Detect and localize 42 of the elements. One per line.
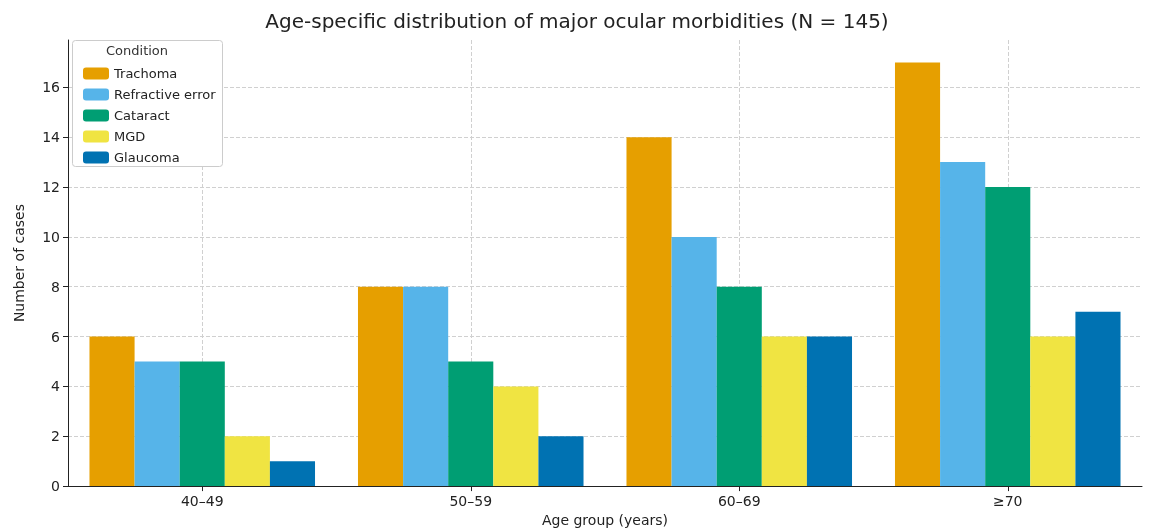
y-tick-label: 12 — [42, 179, 60, 196]
y-tick-label: 4 — [51, 378, 61, 395]
y-tick-label: 16 — [42, 79, 61, 96]
y-tick-label: 14 — [42, 129, 61, 146]
bar — [761, 336, 807, 487]
x-tick-label: 60–69 — [717, 493, 761, 510]
x-tick-label: 50–59 — [449, 493, 493, 510]
bar — [806, 336, 853, 487]
bar — [940, 162, 986, 487]
y-tick-label: 0 — [51, 478, 60, 495]
bar — [894, 62, 941, 487]
bar — [224, 436, 270, 487]
bar — [493, 386, 539, 487]
legend-label: Trachoma — [113, 66, 178, 81]
bar — [626, 137, 672, 487]
y-tick-label: 6 — [51, 328, 61, 345]
bar — [716, 286, 762, 487]
bar — [179, 361, 225, 487]
bar — [985, 187, 1031, 487]
bar — [89, 336, 135, 487]
y-tick-label: 8 — [51, 278, 60, 295]
bar — [403, 286, 449, 487]
legend-label: Glaucoma — [114, 150, 180, 165]
legend-label: Cataract — [114, 108, 170, 123]
bar — [448, 361, 494, 487]
y-tick-label: 10 — [42, 228, 60, 245]
chart-title: Age-specific distribution of major ocular morbidities (N = 145) — [265, 9, 889, 33]
x-axis-title: Age group (years) — [541, 512, 669, 528]
bar — [134, 361, 180, 487]
legend-title: Condition — [106, 43, 169, 58]
x-tick-label: ≥70 — [992, 493, 1023, 510]
legend-label: MGD — [114, 129, 146, 144]
y-tick-label: 2 — [51, 428, 60, 445]
bar — [1075, 311, 1121, 487]
x-tick-label: 40–49 — [180, 493, 224, 510]
bar — [671, 236, 717, 487]
bar — [1030, 336, 1076, 487]
legend-label: Refractive error — [114, 87, 217, 102]
bar — [269, 461, 316, 487]
y-axis-title: Number of cases — [11, 203, 27, 323]
bar — [357, 286, 404, 487]
bar — [538, 436, 584, 487]
